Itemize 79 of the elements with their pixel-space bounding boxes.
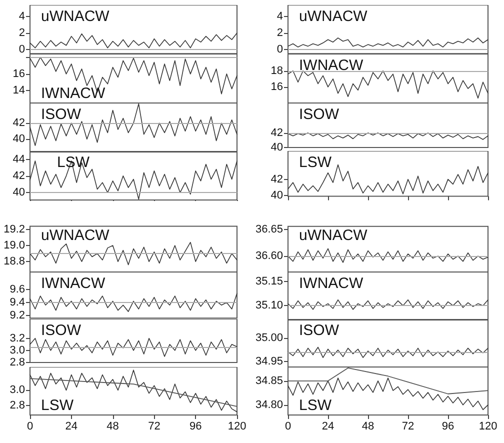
chart-title: IWNACW: [299, 56, 364, 74]
line-series: [30, 102, 238, 146]
y-tick-label: 34.80: [255, 398, 283, 410]
y-tick-label: 18.8: [4, 256, 25, 268]
y-tick-label: 40: [270, 141, 283, 153]
line-series: [288, 70, 488, 98]
x-tick-label: 96: [442, 420, 454, 432]
y-tick-label: 2: [18, 27, 25, 40]
chart-title: LSW: [57, 154, 90, 172]
y-tick-label: 34.95: [255, 355, 283, 368]
line-series: [30, 338, 238, 357]
y-tick-label: 0: [276, 44, 283, 56]
y-tick-label: 4: [276, 10, 283, 23]
y-tick-label: 16: [270, 80, 283, 93]
y-tick-label: 36.60: [255, 250, 283, 262]
y-tick-label: 2.8: [10, 356, 25, 368]
y-tick-label: 19.0: [4, 240, 25, 252]
x-tick-label: 0: [26, 420, 34, 432]
x-tick-label: 48: [362, 420, 374, 432]
y-tick-label: 16: [12, 68, 25, 80]
y-tick-label: 44: [12, 154, 25, 166]
y-tick-label: 40: [270, 190, 283, 202]
y-tick-label: 36.65: [255, 224, 283, 236]
x-tick-label: 24: [65, 420, 78, 432]
chart-title: uWNACW: [41, 8, 110, 25]
y-tick-label: 35.15: [255, 275, 283, 288]
y-tick-label: 42: [270, 174, 283, 186]
y-tick-label: 34.85: [255, 374, 283, 386]
line-series: [288, 38, 488, 48]
line-series: [288, 248, 488, 263]
y-tick-label: 35.00: [255, 332, 283, 344]
line-series: [288, 346, 488, 358]
chart-title: IWNACW: [41, 274, 106, 292]
y-tick-label: 9.6: [10, 283, 25, 296]
x-tick-label: 24: [322, 420, 334, 432]
y-tick-label: 42: [12, 170, 25, 182]
y-tick-label: 42: [270, 126, 283, 138]
y-tick-label: 40: [12, 132, 25, 145]
y-tick-label: 9.2: [10, 309, 25, 321]
chart-title: ISOW: [299, 106, 340, 122]
x-tick-label: 72: [402, 420, 414, 432]
y-tick-label: 19.2: [4, 224, 25, 236]
line-series: [30, 369, 238, 412]
line-series: [30, 32, 238, 48]
y-tick-label: 3.2: [10, 332, 25, 344]
chart-title: uWNACW: [41, 227, 110, 244]
x-tick-label: 120: [228, 420, 246, 432]
line-series: [288, 377, 488, 410]
y-tick-label: 40: [12, 186, 25, 199]
x-tick-label: 0: [284, 420, 292, 432]
y-tick-label: 14: [12, 84, 25, 96]
x-tick-label: 48: [106, 420, 119, 432]
y-tick-label: 2.8: [10, 399, 25, 412]
text: IWNACW: [41, 84, 106, 102]
chart-title: LSW: [299, 154, 332, 172]
y-tick-label: 18: [270, 64, 283, 77]
y-tick-label: 35.10: [255, 299, 283, 312]
line-series: [288, 298, 488, 310]
chart-title: IWNACW: [299, 274, 364, 292]
x-tick-label: 72: [148, 420, 160, 432]
y-tick-label: 4: [18, 10, 25, 23]
y-tick-label: 9.4: [10, 296, 25, 308]
x-tick-label: 96: [189, 420, 202, 432]
x-tick-label: 120: [478, 420, 498, 432]
chart-title: uWNACW: [299, 227, 368, 244]
text: LSW: [299, 396, 332, 414]
y-tick-label: 2: [276, 27, 283, 40]
text: LSW: [41, 396, 74, 414]
chart-title: ISOW: [299, 322, 340, 339]
chart-title: ISOW: [41, 106, 82, 122]
y-tick-label: 42: [12, 116, 25, 129]
line-series: [30, 242, 238, 266]
chart-title: ISOW: [41, 322, 82, 339]
y-tick-label: 0: [18, 44, 25, 56]
y-tick-label: 3.0: [10, 344, 25, 356]
chart-title: uWNACW: [299, 8, 368, 25]
line-series: [30, 292, 238, 312]
line-series: [288, 132, 488, 140]
y-tick-label: 3.0: [10, 384, 25, 396]
